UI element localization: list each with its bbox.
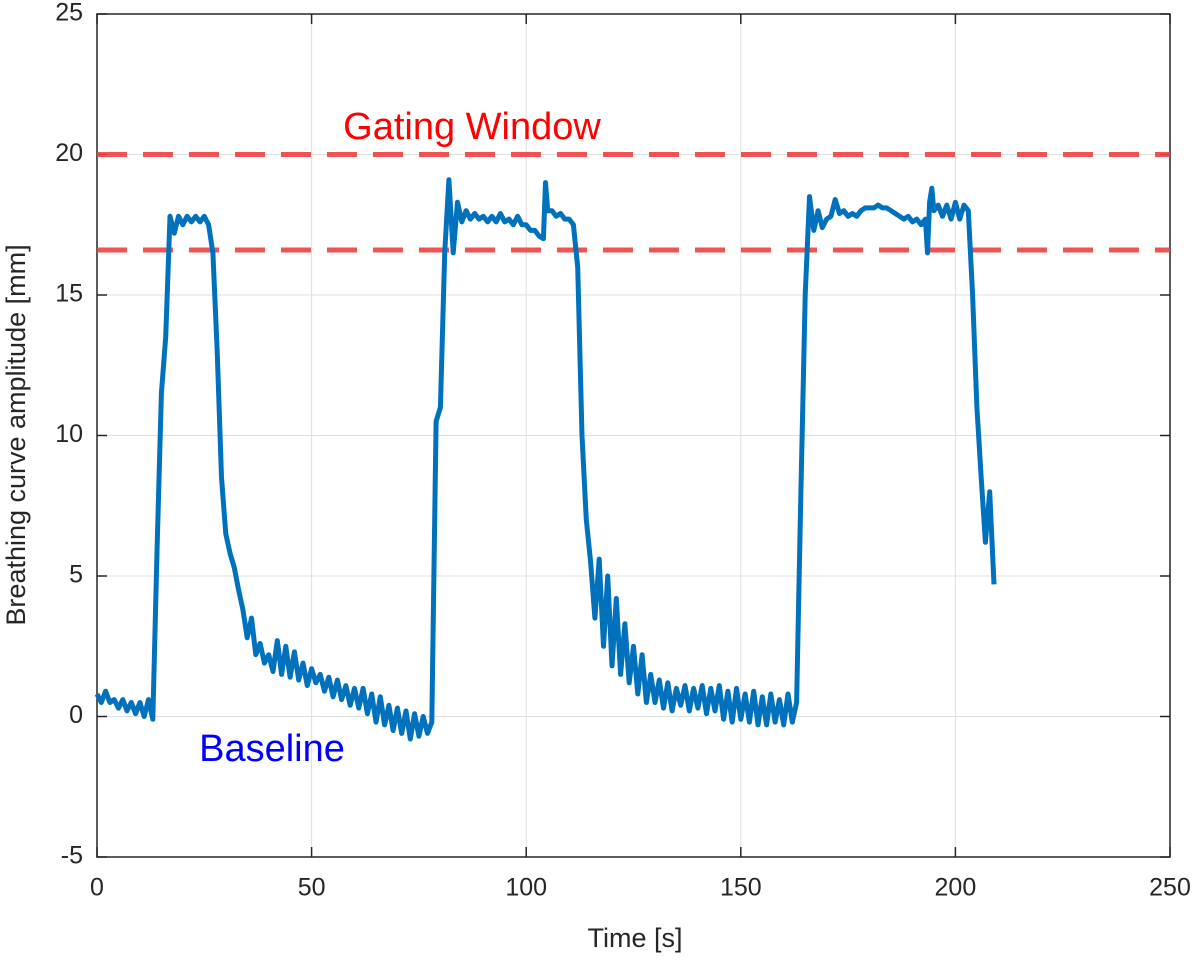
y-tick-label: 25 xyxy=(55,0,83,27)
y-tick-label: 5 xyxy=(69,561,83,589)
x-tick-label: 250 xyxy=(1149,874,1191,902)
annotation: Baseline xyxy=(199,728,345,770)
y-tick-label: 15 xyxy=(55,280,83,308)
y-tick-label: -5 xyxy=(61,842,83,870)
x-axis-label: Time [s] xyxy=(587,923,682,953)
y-tick-label: 20 xyxy=(55,139,83,167)
x-tick-label: 50 xyxy=(298,874,326,902)
y-tick-label: 0 xyxy=(69,701,83,729)
plot-frame xyxy=(96,13,1171,858)
y-axis-label: Breathing curve amplitude [mm] xyxy=(1,244,31,625)
y-tick-label: 10 xyxy=(55,420,83,448)
breathing-curve xyxy=(94,177,997,742)
x-tick-label: 100 xyxy=(505,874,547,902)
x-tick-label: 200 xyxy=(935,874,977,902)
x-tick-label: 0 xyxy=(90,874,104,902)
x-tick-label: 150 xyxy=(720,874,762,902)
annotation: Gating Window xyxy=(343,106,601,148)
